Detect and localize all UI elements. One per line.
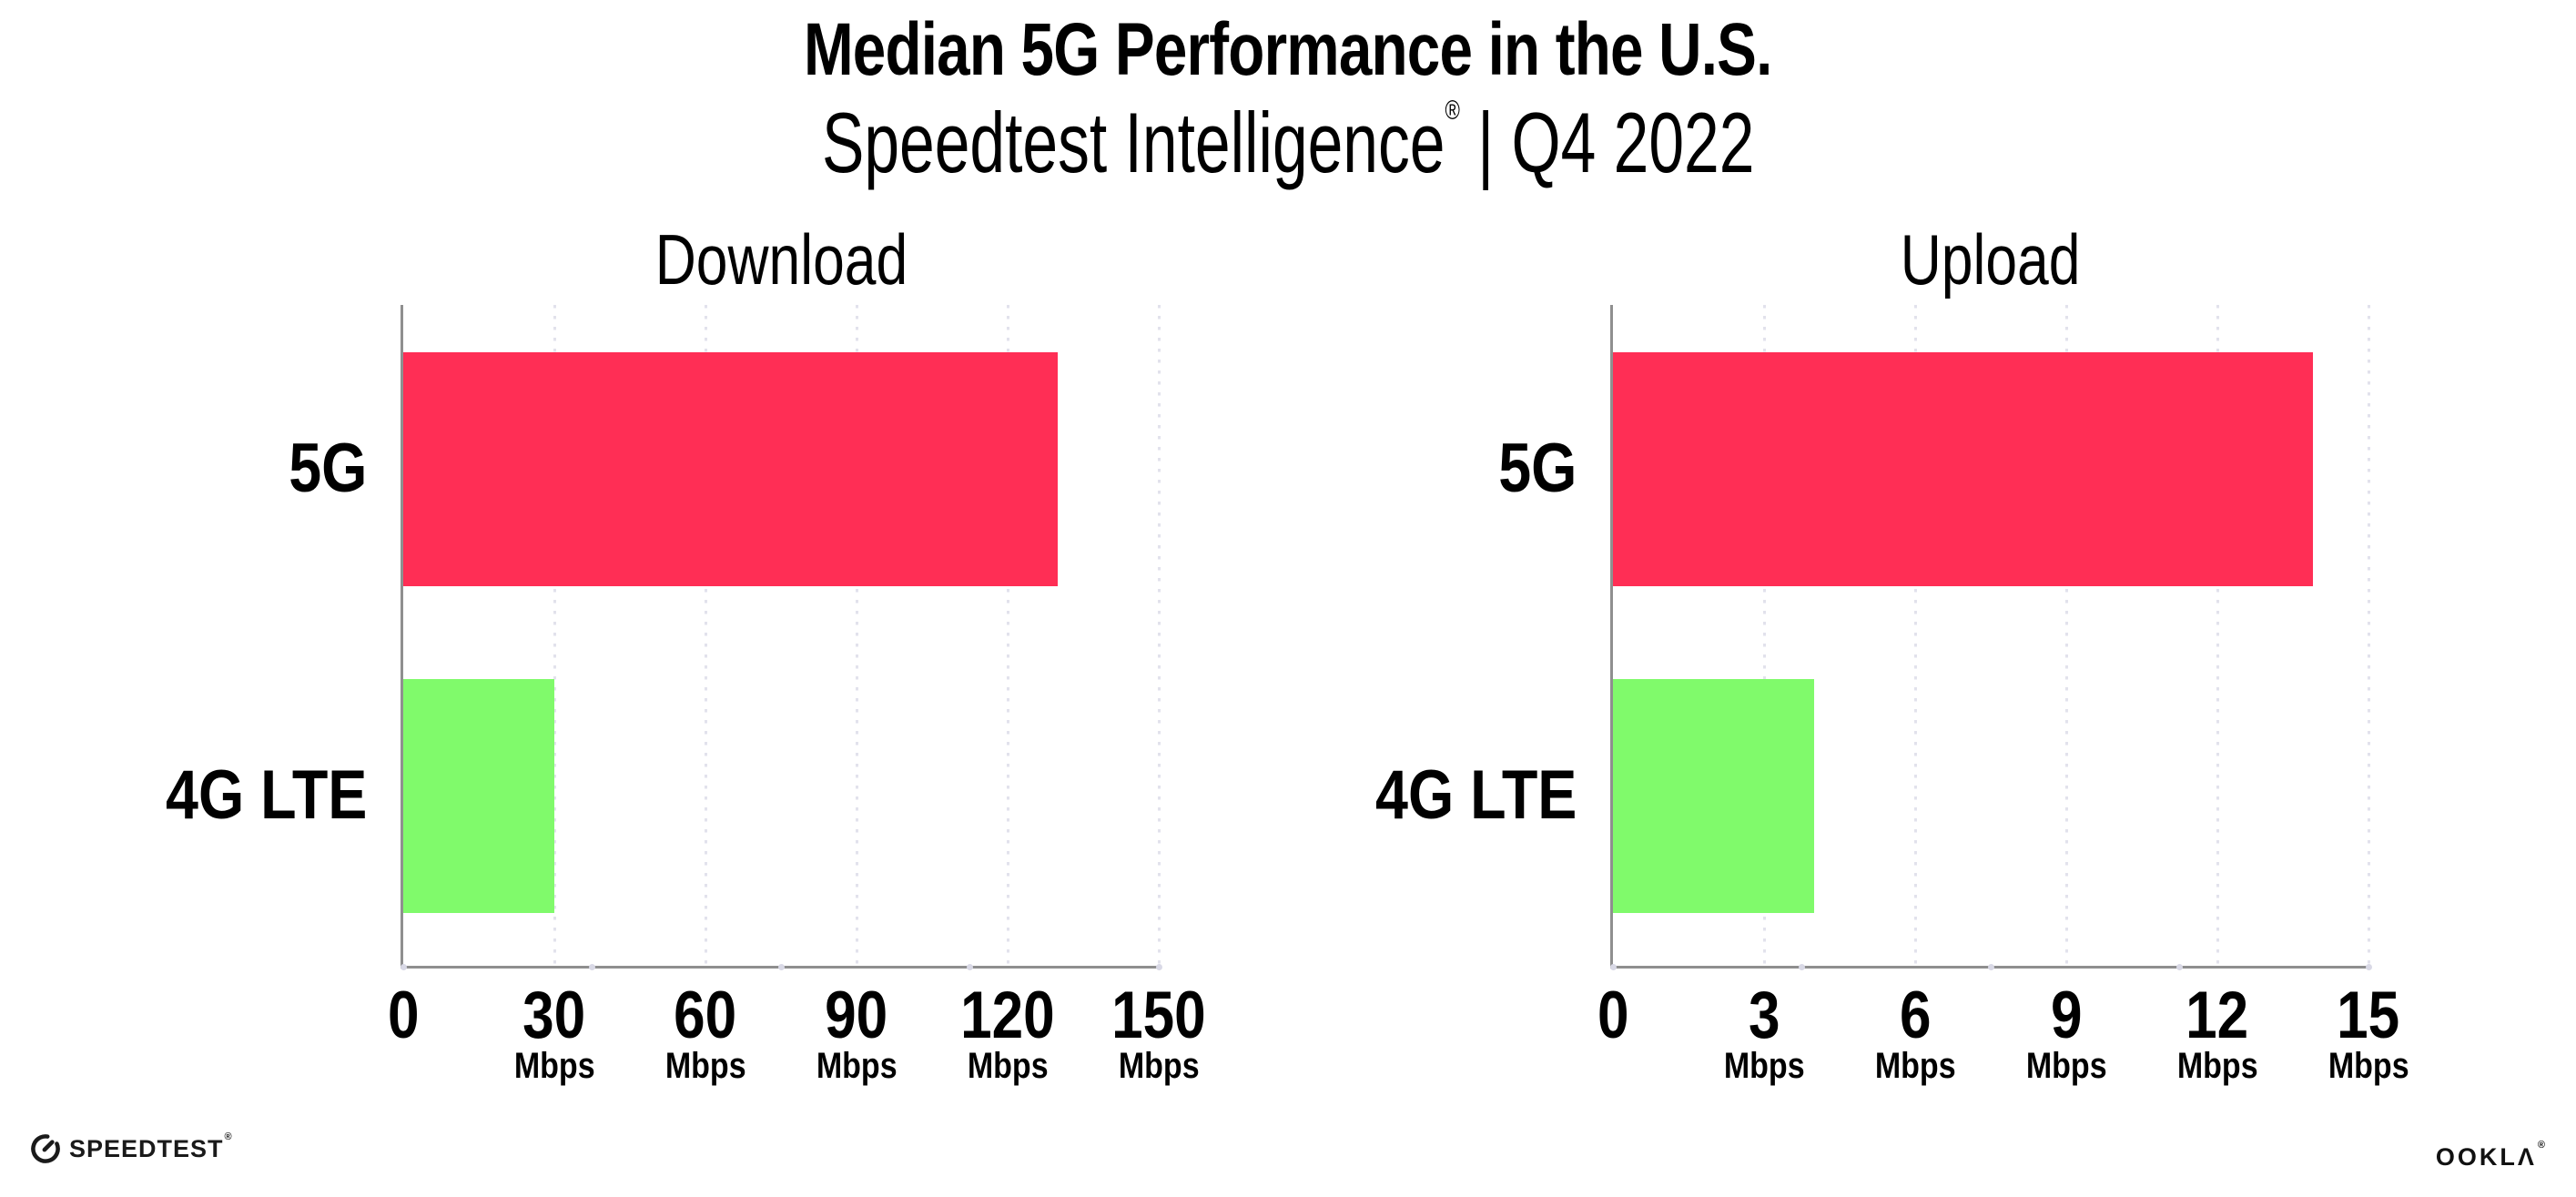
category-label-5g: 5G <box>0 432 367 505</box>
tick-label-0: 0 <box>1495 982 1731 1049</box>
gridline-3 <box>1762 305 1766 966</box>
category-label-4g-lte: 4G LTE <box>1185 759 1577 832</box>
chart-title: Download <box>371 224 1191 295</box>
ookla-wordmark: OOKLΛ <box>2435 1143 2537 1171</box>
tick-unit-text: Mbps <box>2025 1046 2107 1086</box>
subtitle-brand: Speedtest Intelligence <box>821 95 1445 190</box>
tick-value: 150 <box>1111 979 1206 1052</box>
gridline-30 <box>553 305 556 966</box>
bar-5g-download <box>403 351 1059 586</box>
tick-label-12: 12 <box>2099 982 2336 1049</box>
gridline-60 <box>704 305 707 966</box>
y-axis <box>1610 305 1613 969</box>
tick-unit-90: Mbps <box>738 1048 975 1084</box>
tick-unit-text: Mbps <box>1723 1046 1805 1086</box>
tick-unit-text: Mbps <box>816 1046 898 1086</box>
gridline-15 <box>2367 305 2370 966</box>
tick-unit-text: Mbps <box>2328 1046 2409 1086</box>
tick-value: 6 <box>1899 979 1932 1052</box>
speedtest-gauge-icon <box>31 1134 60 1163</box>
speedtest-wordmark: SPEEDTEST® <box>69 1131 233 1162</box>
y-axis <box>401 305 403 969</box>
tick-unit-text: Mbps <box>664 1046 746 1086</box>
axis-dot <box>2365 964 2372 970</box>
gridline-90 <box>855 305 858 966</box>
tick-unit-text: Mbps <box>2176 1046 2258 1086</box>
gridline-120 <box>1006 305 1009 966</box>
tick-value: 12 <box>2186 979 2249 1052</box>
subtitle-period: | Q4 2022 <box>1459 95 1755 190</box>
tick-value: 120 <box>960 979 1055 1052</box>
tick-unit-3: Mbps <box>1646 1048 1882 1084</box>
tick-unit-text: Mbps <box>967 1046 1049 1086</box>
tick-value: 3 <box>1748 979 1780 1052</box>
tick-unit-150: Mbps <box>1040 1048 1277 1084</box>
tick-value: 9 <box>2050 979 2083 1052</box>
tick-label-9: 9 <box>1948 982 2185 1049</box>
tick-value: 0 <box>1597 979 1629 1052</box>
gridline-12 <box>2216 305 2219 966</box>
tick-unit-text: Mbps <box>1118 1046 1200 1086</box>
chart-title: Upload <box>1581 224 2400 295</box>
axis-dot <box>1155 964 1162 970</box>
figure-title: Median 5G Performance in the U.S. <box>0 7 2576 93</box>
axis-dot <box>967 964 973 970</box>
tick-label-0: 0 <box>285 982 522 1049</box>
axis-dot <box>777 964 785 970</box>
tick-unit-120: Mbps <box>889 1048 1126 1084</box>
bar-4g-lte-upload <box>1613 678 1815 913</box>
bar-5g-upload <box>1613 351 2314 586</box>
axis-dot <box>400 964 407 970</box>
category-label-4g-lte: 4G LTE <box>0 759 367 832</box>
gridline-6 <box>1913 305 1917 966</box>
figure-subtitle-text: Speedtest Intelligence® | Q4 2022 <box>822 94 1754 192</box>
axis-dot <box>2176 964 2183 970</box>
category-label-5g: 5G <box>1185 432 1577 505</box>
registered-mark: ® <box>1445 96 1460 126</box>
tick-unit-6: Mbps <box>1797 1048 2033 1084</box>
tick-label-15: 15 <box>2250 982 2487 1049</box>
axis-dot <box>589 964 595 970</box>
figure-subtitle: Speedtest Intelligence® | Q4 2022 <box>0 94 2576 192</box>
tick-label-3: 3 <box>1646 982 1882 1049</box>
category-label-text: 5G <box>288 430 367 508</box>
gridline-9 <box>2064 305 2068 966</box>
axis-dot <box>1987 964 1994 970</box>
tick-value: 0 <box>387 979 420 1052</box>
chart-title-text: Download <box>654 219 908 299</box>
tick-label-120: 120 <box>889 982 1126 1049</box>
tick-label-6: 6 <box>1797 982 2033 1049</box>
tick-label-60: 60 <box>587 982 824 1049</box>
tick-label-30: 30 <box>436 982 673 1049</box>
tick-value: 60 <box>674 979 737 1052</box>
tick-value: 15 <box>2337 979 2400 1052</box>
tick-unit-30: Mbps <box>436 1048 673 1084</box>
bar-4g-lte-download <box>403 678 554 913</box>
category-label-text: 5G <box>1497 430 1577 508</box>
tick-label-150: 150 <box>1040 982 1277 1049</box>
tick-unit-12: Mbps <box>2099 1048 2336 1084</box>
category-label-text: 4G LTE <box>1374 756 1577 835</box>
tick-unit-9: Mbps <box>1948 1048 2185 1084</box>
category-label-text: 4G LTE <box>165 756 367 835</box>
tick-unit-text: Mbps <box>513 1046 595 1086</box>
ookla-logo: OOKLΛ® <box>2435 1140 2548 1172</box>
tick-label-90: 90 <box>738 982 975 1049</box>
speedtest-registered-mark: ® <box>224 1131 233 1142</box>
axis-dot <box>1609 964 1617 970</box>
chart-title-text: Upload <box>1901 219 2081 299</box>
figure-title-text: Median 5G Performance in the U.S. <box>804 8 1772 91</box>
tick-value: 30 <box>522 979 586 1052</box>
tick-unit-15: Mbps <box>2250 1048 2487 1084</box>
axis-dot <box>1799 964 1805 970</box>
gridline-150 <box>1157 305 1161 966</box>
speedtest-logo: SPEEDTEST® <box>30 1131 233 1164</box>
tick-unit-60: Mbps <box>587 1048 824 1084</box>
tick-value: 90 <box>825 979 888 1052</box>
tick-unit-text: Mbps <box>1874 1046 1956 1086</box>
ookla-registered-mark: ® <box>2537 1140 2548 1151</box>
